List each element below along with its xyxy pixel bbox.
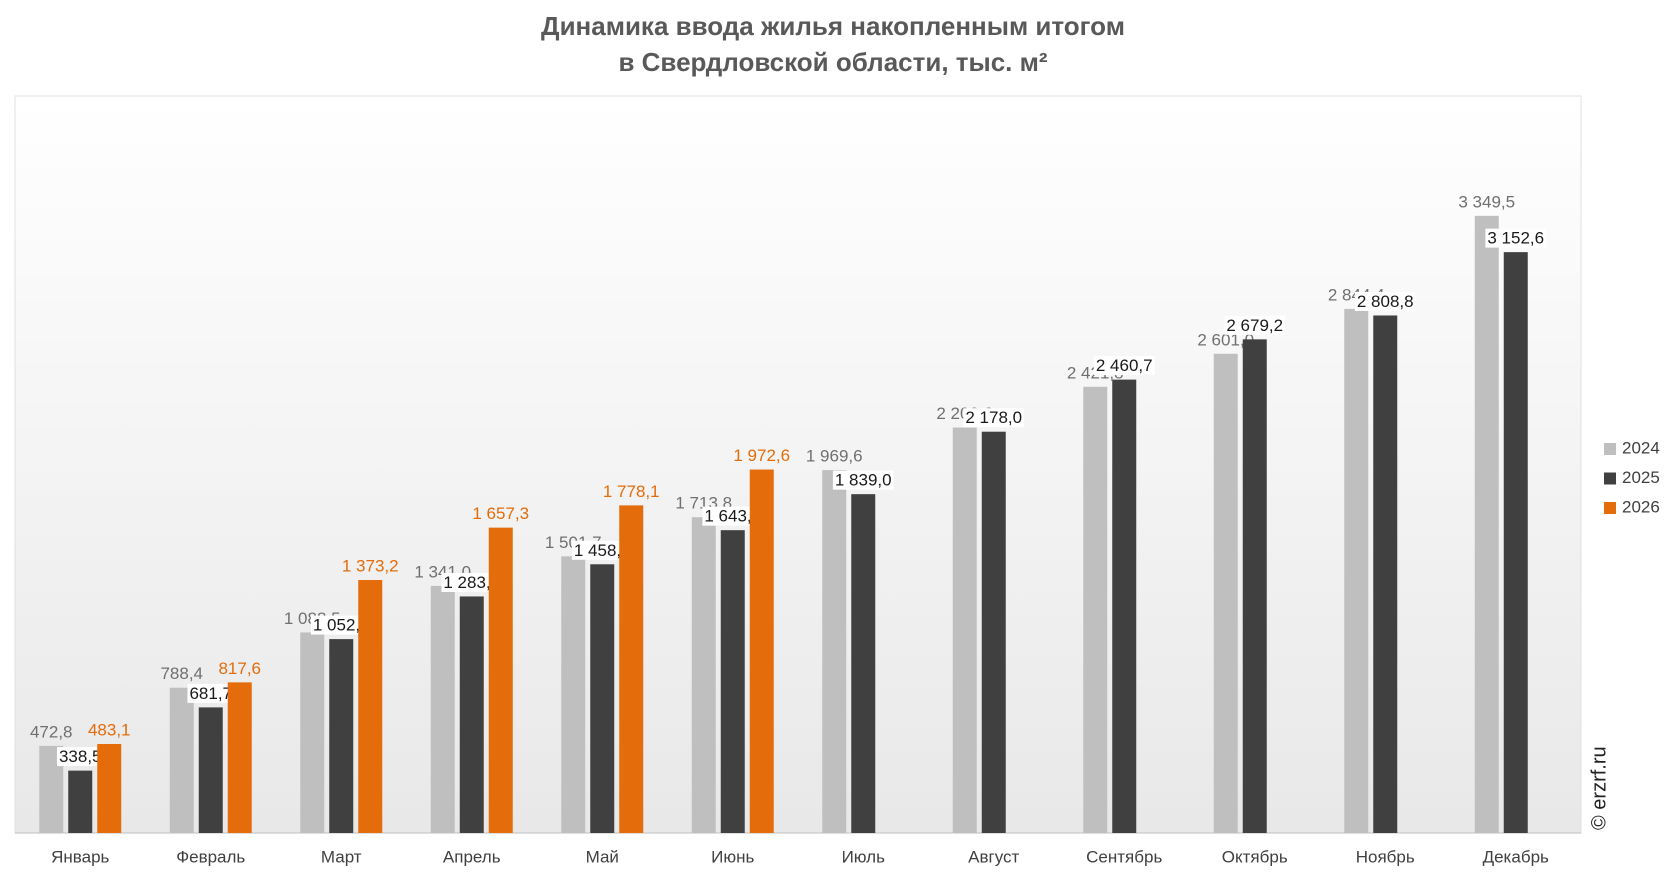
label-background [1485, 228, 1547, 248]
value-label: 2 601,0 [1197, 330, 1254, 349]
label-background [963, 408, 1025, 428]
bar [590, 564, 615, 833]
bar [851, 494, 876, 833]
label-background [702, 506, 764, 526]
bar [97, 743, 122, 833]
value-label: 817,6 [218, 659, 261, 678]
bar [169, 687, 194, 833]
value-label: 1 373,2 [342, 556, 399, 575]
x-tick-label: Ноябрь [1356, 847, 1415, 866]
value-label: 681,7 [189, 684, 232, 703]
value-label: 338,5 [59, 747, 102, 766]
x-tick-label: Апрель [443, 847, 501, 866]
x-tick-label: Сентябрь [1086, 847, 1162, 866]
value-label: 1 972,6 [733, 446, 790, 465]
bar [691, 517, 716, 833]
bar [358, 579, 383, 833]
bar [952, 427, 977, 833]
bar [198, 707, 223, 833]
bar [1373, 315, 1398, 833]
bar [1213, 353, 1238, 833]
x-tick-label: Август [968, 847, 1019, 866]
label-background [56, 747, 104, 767]
value-label: 1 643,5 [704, 507, 761, 526]
value-label: 2 178,0 [965, 408, 1022, 427]
chart-title: в Свердловской области, тыс. м² [618, 47, 1047, 77]
bar [749, 469, 774, 833]
value-label: 3 349,5 [1458, 192, 1515, 211]
value-label: 1 778,1 [603, 482, 660, 501]
x-tick-label: Январь [51, 847, 109, 866]
bar [68, 770, 93, 833]
plot-area [14, 95, 1582, 834]
value-label: 472,8 [30, 722, 73, 741]
value-label: 483,1 [88, 720, 131, 739]
label-background [441, 572, 503, 592]
bar [227, 682, 252, 833]
legend-label: 2024 [1622, 438, 1660, 457]
value-label: 2 460,7 [1096, 356, 1153, 375]
x-tick-label: Март [321, 847, 362, 866]
label-background [1354, 291, 1416, 311]
value-label: 2 808,8 [1357, 292, 1414, 311]
bar [561, 556, 586, 833]
bar [981, 431, 1006, 833]
chart-title: Динамика ввода жилья накопленным итогом [541, 11, 1125, 41]
legend-label: 2025 [1622, 468, 1660, 487]
value-label: 788,4 [160, 664, 203, 683]
value-label: 1 052,3 [313, 616, 370, 635]
value-label: 3 152,6 [1487, 229, 1544, 248]
label-background [1093, 356, 1155, 376]
x-tick-label: Июль [842, 847, 886, 866]
bar [1503, 252, 1528, 834]
value-label: 1 839,0 [835, 471, 892, 490]
label-background [310, 615, 372, 635]
label-background [571, 540, 633, 560]
bar [1242, 339, 1267, 833]
x-tick-label: Май [586, 847, 619, 866]
bar [488, 527, 513, 833]
x-tick-label: Октябрь [1222, 847, 1288, 866]
bar [822, 470, 847, 833]
bar [459, 596, 484, 833]
x-tick-label: Декабрь [1483, 847, 1549, 866]
bar [1112, 379, 1137, 833]
legend-swatch [1604, 443, 1616, 455]
bar [1474, 215, 1499, 834]
bar [1083, 386, 1108, 833]
x-tick-label: Февраль [176, 847, 245, 866]
value-label: 1 458,5 [574, 541, 631, 560]
legend-label: 2026 [1622, 497, 1660, 516]
value-label: 1 283,9 [443, 573, 500, 592]
label-background [187, 683, 235, 703]
bar [329, 639, 354, 833]
value-label: 1 969,6 [806, 447, 863, 466]
legend-swatch [1604, 502, 1616, 514]
bar [720, 530, 745, 833]
bar [430, 585, 455, 833]
watermark: © erzrf.ru [1588, 746, 1610, 830]
value-label: 1 657,3 [472, 504, 529, 523]
bar [1344, 308, 1369, 833]
label-background [832, 470, 894, 490]
x-tick-label: Июнь [711, 847, 754, 866]
value-label: 2 679,2 [1226, 316, 1283, 335]
legend-swatch [1604, 472, 1616, 485]
bar [300, 632, 325, 833]
label-background [1224, 315, 1286, 335]
bar [619, 505, 644, 833]
